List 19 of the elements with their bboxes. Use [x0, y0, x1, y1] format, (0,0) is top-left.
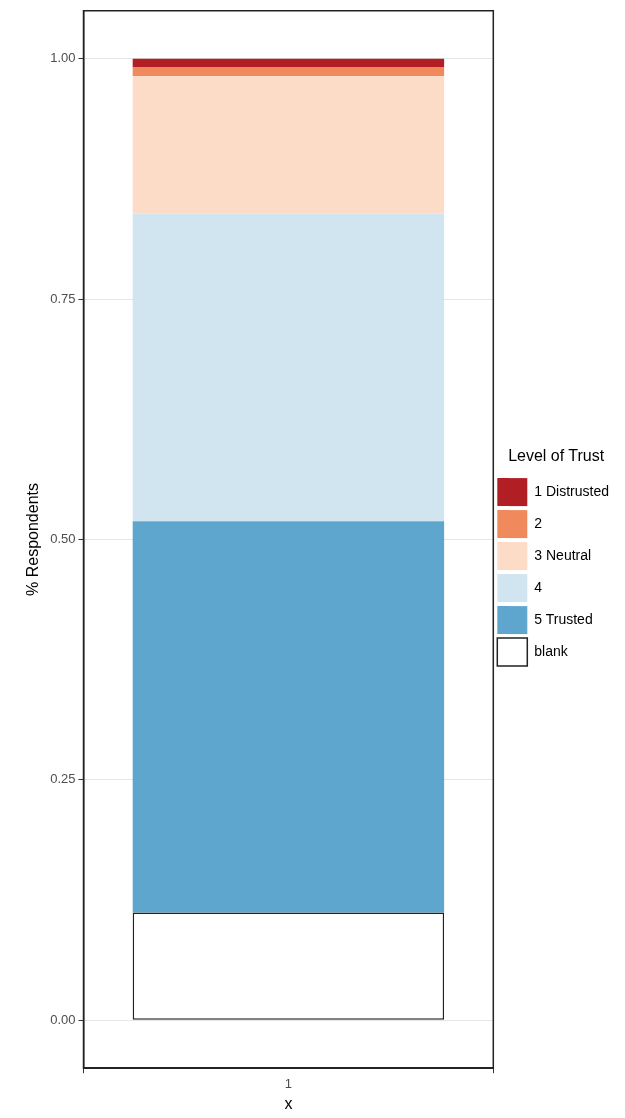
legend-label: 1 Distrusted: [534, 482, 610, 499]
legend-label: blank: [534, 642, 569, 659]
legend-label: 5 Trusted: [534, 610, 593, 627]
legend-label: 3 Neutral: [534, 546, 592, 563]
y-axis-title: % Respondents: [24, 483, 42, 596]
y-tick-label: 0.50: [50, 531, 76, 547]
y-tick-label: 1.00: [50, 50, 76, 66]
bar: [132, 213, 445, 522]
bar: [132, 58, 445, 68]
y-tick-label: 0.75: [50, 290, 76, 306]
legend-label: 2: [534, 514, 543, 531]
bar: [132, 67, 445, 77]
legend-label: 4: [534, 578, 543, 595]
x-tick-label: 1: [284, 1075, 293, 1091]
y-tick-label: 0.25: [50, 771, 76, 787]
bar: [132, 76, 445, 214]
legend-title: Level of Trust: [508, 447, 605, 465]
y-tick-label: 0.00: [50, 1011, 76, 1027]
x-axis-title: x: [284, 1094, 293, 1112]
